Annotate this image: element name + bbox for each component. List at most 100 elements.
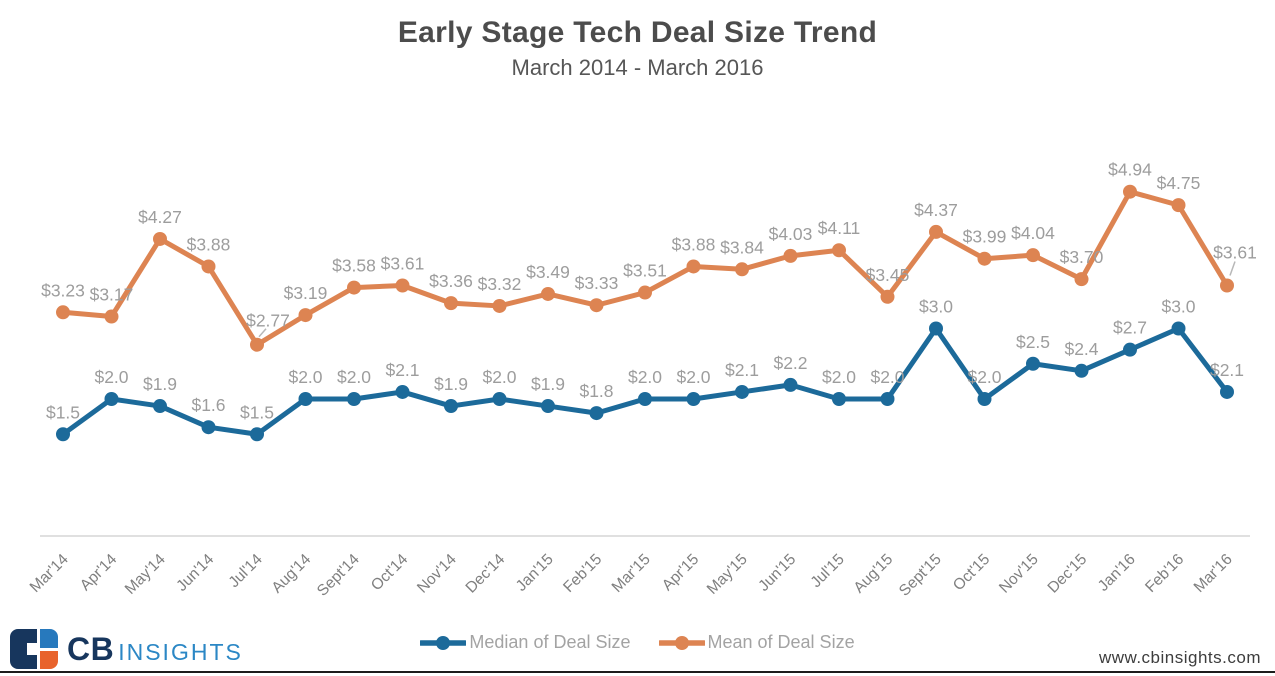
data-label: $4.04: [1011, 223, 1055, 243]
x-axis-label: Aug'14: [269, 551, 315, 597]
page-title: Early Stage Tech Deal Size Trend: [397, 16, 878, 49]
data-label: $2.4: [1064, 339, 1098, 359]
data-point: [492, 298, 507, 313]
data-label: $1.5: [46, 402, 80, 422]
data-label: $2.2: [773, 353, 807, 373]
cbinsights-logo-icon: [10, 629, 58, 669]
data-label: $2.1: [1210, 360, 1244, 380]
data-label: $3.23: [41, 280, 85, 300]
legend-item-median: Median of Deal Size: [420, 632, 631, 653]
data-label: $2.1: [385, 360, 419, 380]
x-axis-label: Jan'16: [1095, 551, 1139, 595]
data-label: $3.36: [429, 271, 473, 291]
data-point: [541, 399, 555, 414]
data-point: [977, 251, 992, 266]
data-point: [1026, 248, 1040, 263]
data-point: [250, 337, 264, 352]
legend-dot: [436, 635, 451, 650]
data-label: $1.6: [191, 395, 225, 415]
x-axis-label: Mar'14: [27, 551, 72, 596]
legend-item-mean: Mean of Deal Size: [658, 632, 855, 653]
data-point: [832, 392, 846, 406]
bottom-border-line: [0, 671, 1275, 673]
x-axis-label: Feb'15: [560, 551, 605, 596]
legend-marker-mean: [658, 635, 705, 650]
data-point: [929, 321, 943, 336]
chart-legend: Median of Deal Size Mean of Deal Size: [0, 632, 1275, 653]
x-axis-label: Aug'15: [851, 551, 897, 597]
data-label: $3.32: [478, 274, 522, 294]
data-point: [298, 308, 313, 323]
data-label: $2.0: [967, 367, 1001, 387]
data-point: [1171, 321, 1186, 336]
data-point: [153, 399, 167, 414]
legend-label: Median of Deal Size: [469, 632, 631, 652]
data-label: $3.17: [90, 285, 134, 305]
data-point: [1123, 342, 1137, 357]
legend-dot: [674, 635, 689, 650]
x-axis-label: Jan'15: [513, 551, 557, 595]
data-point: [1220, 384, 1234, 399]
data-point: [444, 399, 458, 414]
x-axis-label: Feb'16: [1142, 551, 1187, 596]
data-label: $4.94: [1108, 160, 1152, 180]
data-point: [686, 392, 701, 406]
data-label: $3.70: [1060, 247, 1104, 267]
data-point: [589, 406, 604, 421]
data-label: $3.49: [526, 262, 570, 282]
data-label: $4.11: [818, 218, 861, 238]
data-label: $2.0: [94, 367, 128, 387]
data-point: [395, 278, 410, 293]
data-label: $1.9: [143, 374, 177, 394]
data-label: $3.51: [623, 261, 667, 281]
data-label: $4.75: [1157, 173, 1201, 193]
x-axis-label: Mar'16: [1191, 551, 1236, 596]
data-point: [783, 377, 798, 392]
data-point: [298, 392, 313, 406]
legend-label: Mean of Deal Size: [707, 632, 855, 652]
data-label: $2.0: [628, 367, 662, 387]
x-axis-label: Nov'14: [414, 551, 460, 597]
x-axis-label: Nov'15: [996, 551, 1042, 597]
data-label: $1.8: [579, 381, 613, 401]
data-label: $3.0: [919, 297, 953, 317]
data-point: [638, 285, 652, 300]
data-label: $3.58: [332, 256, 376, 276]
chart-header: Early Stage Tech Deal Size Trend March 2…: [0, 16, 1275, 81]
data-label: $3.19: [284, 283, 328, 303]
data-point: [638, 392, 652, 406]
logo-notch: [27, 643, 37, 655]
data-point: [1074, 363, 1089, 378]
x-axis-label: Mar'15: [609, 551, 654, 596]
data-label: $3.84: [720, 237, 764, 257]
data-point: [347, 392, 361, 406]
data-point: [832, 243, 846, 258]
data-point: [686, 259, 701, 274]
website-url: www.cbinsights.com: [1098, 648, 1261, 667]
data-point: [1171, 198, 1186, 213]
cbinsights-logo: CB INSIGHTS: [10, 629, 243, 669]
data-label: $2.7: [1113, 318, 1147, 338]
data-point: [250, 427, 264, 442]
data-point: [541, 286, 555, 301]
data-label: $2.0: [482, 367, 516, 387]
data-point: [201, 420, 216, 435]
data-point: [880, 289, 895, 304]
data-point: [735, 384, 749, 399]
deal-size-line-chart: Mar'14 Apr'14 May'14 Jun'14 Jul'14 Aug'14 Sept…: [27, 160, 1257, 600]
brand-cb-text: CB: [67, 630, 115, 667]
logo-block-orange: [40, 651, 58, 669]
data-label: $2.0: [337, 367, 371, 387]
data-label: $2.5: [1016, 332, 1050, 352]
data-label: $2.0: [676, 367, 710, 387]
data-point: [977, 392, 992, 406]
data-label: $4.37: [914, 200, 958, 220]
x-axis-label: Dec'14: [463, 551, 509, 597]
x-axis-label: Jul'15: [808, 551, 848, 591]
data-label: $1.9: [531, 374, 565, 394]
data-point: [1220, 278, 1234, 293]
x-axis-label: May'15: [704, 551, 751, 598]
logo-block-blue: [40, 629, 58, 648]
x-axis-label: Oct'15: [950, 551, 993, 594]
